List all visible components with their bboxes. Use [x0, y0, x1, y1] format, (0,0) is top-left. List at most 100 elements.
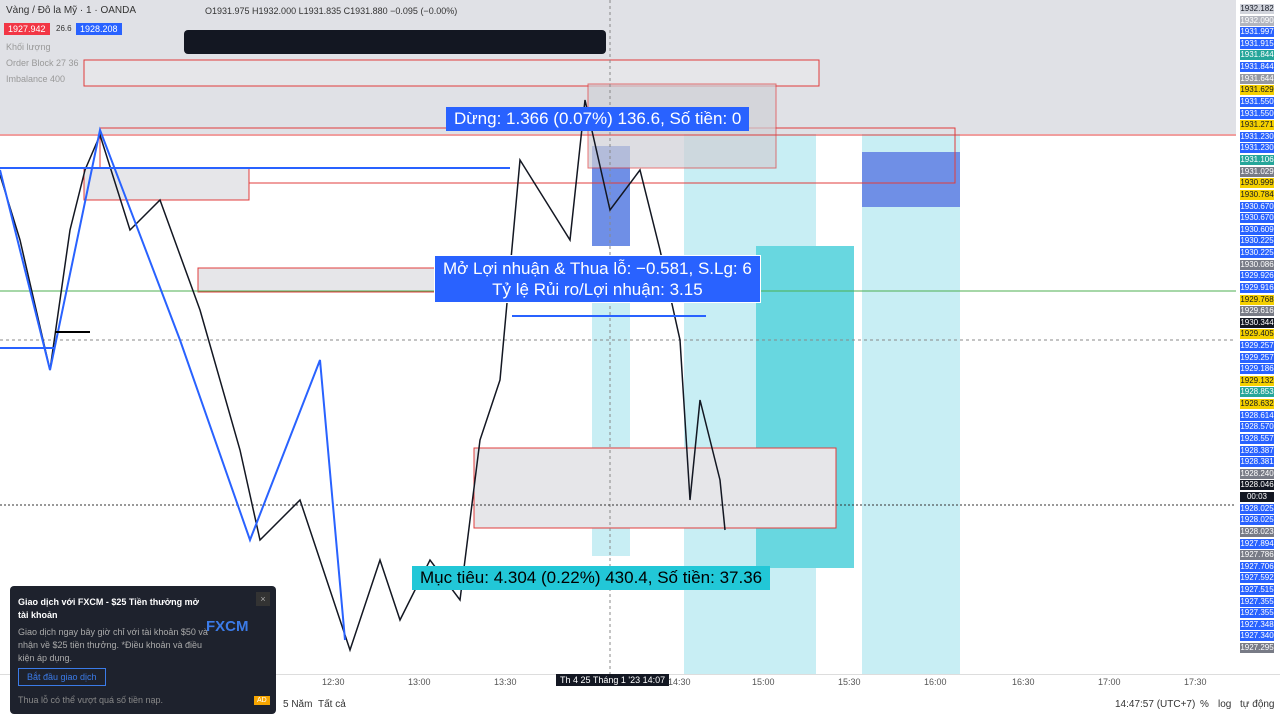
price-label: 1930.784 [1240, 189, 1274, 200]
ad-popup: Giao dịch với FXCM - $25 Tiền thưởng mở … [10, 586, 276, 714]
order-block [473, 447, 837, 529]
price-label: 1931.915 [1240, 38, 1274, 49]
price-label: 1929.916 [1240, 282, 1274, 293]
price-label: 1931.844 [1240, 50, 1274, 61]
ad-body: Giao dịch ngay bây giờ chỉ với tài khoản… [18, 627, 208, 663]
time-label: 16:00 [924, 677, 947, 687]
time-label: 13:30 [494, 677, 517, 687]
price-label: 1929.405 [1240, 329, 1274, 340]
clock: 14:47:57 (UTC+7) [1115, 699, 1196, 710]
price-label: 1930.225 [1240, 236, 1274, 247]
footer: 5 Năm Tất cả 14:47:57 (UTC+7) % log tự đ… [0, 690, 1280, 718]
price-label: 1927.355 [1240, 608, 1274, 619]
price-label: 1927.706 [1240, 561, 1274, 572]
price-label: 1928.046 [1240, 480, 1274, 491]
time-label: 12:30 [322, 677, 345, 687]
price-label: 1929.926 [1240, 271, 1274, 282]
time-label: 17:30 [1184, 677, 1207, 687]
price-label: 1930.670 [1240, 213, 1274, 224]
time-label: 13:00 [408, 677, 431, 687]
price-label: 1929.257 [1240, 340, 1274, 351]
price-label: 1930.086 [1240, 259, 1274, 270]
price-label: 1931.271 [1240, 120, 1274, 131]
price-label: 1931.230 [1240, 131, 1274, 142]
order-block [83, 167, 250, 201]
time-label: 16:30 [1012, 677, 1035, 687]
price-label: 1927.592 [1240, 573, 1274, 584]
order-block [83, 59, 820, 87]
ad-badge: AD [254, 696, 270, 705]
range[interactable]: Tất cả [318, 699, 346, 710]
indicator[interactable]: Imbalance 400 [6, 74, 66, 84]
price-label: 1930.670 [1240, 201, 1274, 212]
time-label: 15:30 [838, 677, 861, 687]
target-box: Mục tiêu: 4.304 (0.22%) 430.4, Số tiền: … [412, 566, 771, 590]
time-label: 15:00 [752, 677, 775, 687]
price-label: 1930.344 [1240, 317, 1274, 328]
close-button[interactable]: × [256, 592, 270, 606]
price-label: 1928.632 [1240, 399, 1274, 410]
price-label: 1928.557 [1240, 433, 1274, 444]
price-label: 1927.515 [1240, 585, 1274, 595]
indicator[interactable]: Khối lượng [6, 42, 51, 52]
time-label: 17:00 [1098, 677, 1121, 687]
symbol: Vàng / Đô la Mỹ · 1 · OANDA [6, 5, 137, 16]
price-label: 1931.106 [1240, 155, 1274, 166]
price-label: 1928.614 [1240, 410, 1274, 421]
time-label: Th 4 25 Tháng 1 '23 14:07 [556, 674, 670, 686]
price-label: 1930.225 [1240, 248, 1274, 259]
price-label: 1931.550 [1240, 96, 1274, 107]
price-label: 1928.025 [1240, 515, 1274, 526]
price-label: 1928.023 [1240, 526, 1274, 537]
price-label: 1932.090 [1240, 15, 1274, 26]
range[interactable]: 5 Năm [283, 699, 313, 710]
price-label: 1927.295 [1240, 643, 1274, 654]
price-label: 1929.186 [1240, 364, 1274, 375]
price-label: 1927.348 [1240, 619, 1274, 630]
price-label: 1931.997 [1240, 27, 1274, 38]
stop-zone [862, 152, 960, 207]
price-label: 1928.853 [1240, 387, 1274, 398]
price-label: 1929.768 [1240, 294, 1274, 305]
ad-logo: FXCM [206, 618, 249, 635]
price-label: 1927.894 [1240, 538, 1274, 549]
price-label: 1931.230 [1240, 143, 1274, 154]
ad-button[interactable]: Bắt đầu giao dịch [18, 668, 106, 686]
buy-price[interactable]: 1928.208 [76, 23, 122, 35]
target-zone [862, 134, 960, 674]
ratio: Tỷ lệ Rủi ro/Lợi nhuận: 3.15 [492, 280, 703, 299]
trend-line [0, 126, 346, 641]
percent[interactable]: % [1200, 699, 1209, 710]
price-label: 1927.355 [1240, 596, 1274, 607]
price-label: 1928.570 [1240, 422, 1274, 433]
pnl-box: Mở Lợi nhuận & Thua lỗ: −0.581, S.Lg: 6 T… [434, 255, 761, 303]
ohlc: O1931.975 H1932.000 L1931.835 C1931.880 … [205, 6, 458, 16]
price-label: 1929.616 [1240, 306, 1274, 317]
price-label: 1929.132 [1240, 375, 1274, 386]
price-label: 1928.025 [1240, 503, 1274, 514]
price-path [0, 99, 726, 653]
price-label: 1931.550 [1240, 108, 1274, 119]
auto[interactable]: tự động [1240, 699, 1275, 710]
sell-price[interactable]: 1927.942 [4, 23, 50, 35]
price-label: 1927.786 [1240, 550, 1274, 561]
ad-disclaimer: Thua lỗ có thể vượt quá số tiền nạp. [18, 695, 164, 705]
price-label: 1931.629 [1240, 85, 1274, 96]
spread: 26.6 [56, 24, 72, 33]
price-label: 1931.844 [1240, 62, 1274, 73]
log[interactable]: log [1218, 699, 1232, 710]
price-label: 00:03 [1240, 492, 1274, 503]
price-label: 1931.029 [1240, 166, 1274, 177]
indicator[interactable]: Order Block 27 36 [6, 58, 79, 68]
pnl: Mở Lợi nhuận & Thua lỗ: −0.581, S.Lg: 6 [443, 259, 752, 278]
price-label: 1928.381 [1240, 457, 1274, 468]
price-label: 1931.644 [1240, 73, 1274, 84]
time-label: 14:30 [668, 677, 691, 687]
price-label: 1930.999 [1240, 178, 1274, 189]
price-label: 1930.609 [1240, 224, 1274, 235]
drawing-toolbar[interactable] [184, 30, 606, 54]
price-label: 1928.387 [1240, 445, 1274, 456]
price-label: 1927.340 [1240, 631, 1274, 642]
price-label: 1928.240 [1240, 468, 1274, 479]
